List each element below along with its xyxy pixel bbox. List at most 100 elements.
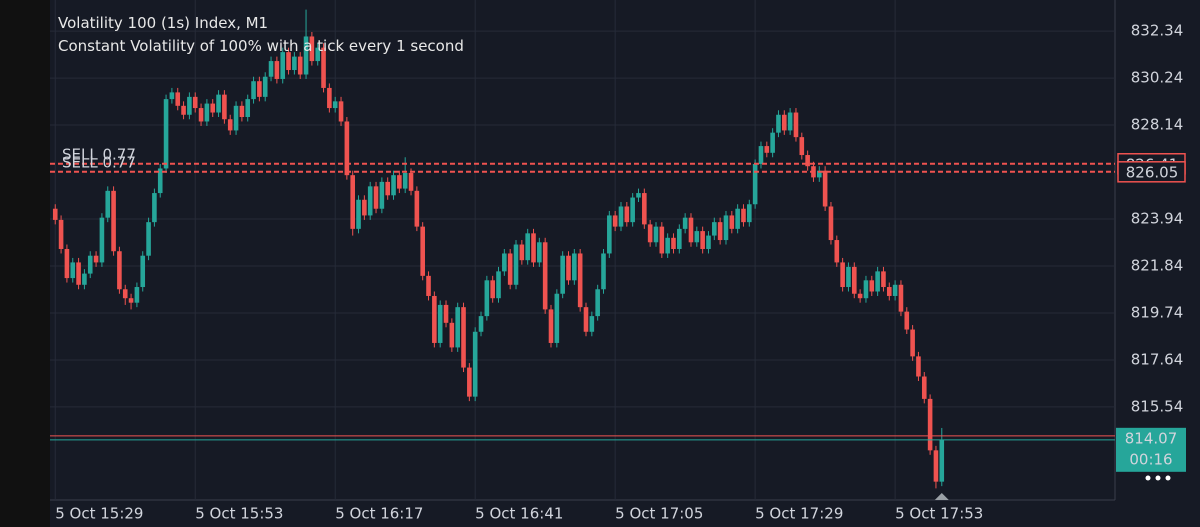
candle-body bbox=[472, 331, 478, 397]
x-tick-label: 5 Oct 15:29 bbox=[55, 505, 143, 523]
candle-body bbox=[881, 271, 886, 288]
candle-body bbox=[117, 251, 122, 290]
candle-body bbox=[414, 190, 420, 227]
candle-body bbox=[828, 206, 834, 241]
candle-body bbox=[537, 242, 542, 263]
candle-body bbox=[484, 280, 490, 317]
candle-body bbox=[187, 96, 192, 115]
current-price-label: 814.07 bbox=[1125, 429, 1178, 447]
candle-body bbox=[134, 287, 140, 303]
candle-body bbox=[834, 240, 840, 263]
candle-body bbox=[752, 163, 758, 205]
candle-body bbox=[665, 237, 670, 254]
candle-body bbox=[455, 307, 460, 348]
candle-body bbox=[869, 280, 875, 292]
candle-body bbox=[140, 255, 146, 288]
candle-body bbox=[933, 450, 939, 482]
y-tick-label: 817.64 bbox=[1131, 350, 1184, 368]
candle-body bbox=[251, 81, 256, 100]
candle-body bbox=[712, 222, 717, 236]
y-tick-label: 819.74 bbox=[1131, 303, 1184, 321]
candle-body bbox=[618, 206, 624, 227]
candle-body bbox=[741, 208, 746, 223]
candle-body bbox=[432, 295, 437, 343]
candle-body bbox=[921, 376, 927, 399]
candle-body bbox=[70, 262, 76, 279]
candle-body bbox=[793, 112, 799, 138]
candle-body bbox=[898, 284, 904, 312]
candle-body bbox=[350, 175, 356, 229]
candle-body bbox=[700, 231, 705, 249]
candle-body bbox=[362, 199, 367, 216]
candle-body bbox=[799, 137, 805, 156]
candle-body bbox=[315, 47, 321, 62]
y-tick-label: 830.24 bbox=[1131, 69, 1184, 87]
candle-body bbox=[420, 226, 425, 276]
candle-body bbox=[52, 208, 58, 220]
order-price-box bbox=[1117, 161, 1186, 183]
candle-body bbox=[297, 56, 303, 75]
candle-body bbox=[542, 242, 548, 310]
last-bar-marker bbox=[934, 493, 949, 500]
candle-body bbox=[612, 215, 618, 227]
candle-body bbox=[443, 304, 449, 323]
candle-body bbox=[379, 181, 385, 209]
order-price-label: 826.05 bbox=[1126, 163, 1179, 181]
candle-body bbox=[367, 186, 373, 216]
candle-body bbox=[729, 215, 735, 229]
candle-body bbox=[216, 94, 221, 113]
candle-body bbox=[904, 311, 910, 330]
candle-body bbox=[502, 253, 507, 272]
candle-body bbox=[706, 235, 711, 249]
candle-body bbox=[327, 87, 332, 109]
candle-body bbox=[280, 52, 286, 79]
candle-body bbox=[490, 280, 495, 299]
candle-body bbox=[111, 190, 116, 252]
candle-body bbox=[764, 146, 770, 153]
candle-body bbox=[356, 199, 361, 229]
candle-body bbox=[257, 81, 262, 97]
candle-body bbox=[770, 132, 775, 153]
candle-body bbox=[175, 92, 181, 106]
y-tick-label: 832.34 bbox=[1131, 22, 1184, 40]
candle-body bbox=[892, 284, 898, 296]
candle-body bbox=[939, 439, 945, 482]
candle-body bbox=[636, 193, 641, 198]
candle-body bbox=[192, 96, 198, 109]
candle-body bbox=[274, 61, 280, 79]
candle-body bbox=[181, 105, 186, 115]
candle-body bbox=[916, 356, 921, 377]
x-tick-label: 5 Oct 17:29 bbox=[755, 505, 843, 523]
candle-body bbox=[268, 61, 274, 77]
candle-body bbox=[467, 367, 472, 397]
candle-body bbox=[624, 206, 630, 223]
candle-body bbox=[338, 101, 344, 122]
menu-icon[interactable] bbox=[1145, 475, 1171, 481]
candle-body bbox=[210, 103, 216, 113]
candle-body bbox=[82, 273, 87, 285]
candle-body bbox=[875, 271, 880, 292]
candle-body bbox=[227, 119, 233, 131]
candle-body bbox=[577, 253, 583, 308]
y-tick-label: 815.54 bbox=[1131, 397, 1184, 415]
plot bbox=[52, 9, 945, 489]
candle-body bbox=[157, 168, 163, 194]
candle-body bbox=[513, 244, 519, 285]
candle-body bbox=[391, 175, 396, 196]
dot bbox=[1145, 475, 1151, 481]
candle-body bbox=[373, 186, 379, 209]
candle-body bbox=[163, 99, 169, 169]
candle-body bbox=[583, 307, 589, 332]
candle-body bbox=[309, 36, 315, 62]
x-tick-label: 5 Oct 16:41 bbox=[475, 505, 563, 523]
candle-body bbox=[76, 262, 81, 285]
candle-body bbox=[245, 99, 251, 118]
candle-body bbox=[408, 172, 414, 191]
candle-body bbox=[122, 289, 128, 299]
candle-body bbox=[805, 155, 810, 167]
candle-body bbox=[846, 266, 851, 288]
x-tick-label: 5 Oct 15:53 bbox=[195, 505, 283, 523]
candle-body bbox=[292, 56, 297, 71]
